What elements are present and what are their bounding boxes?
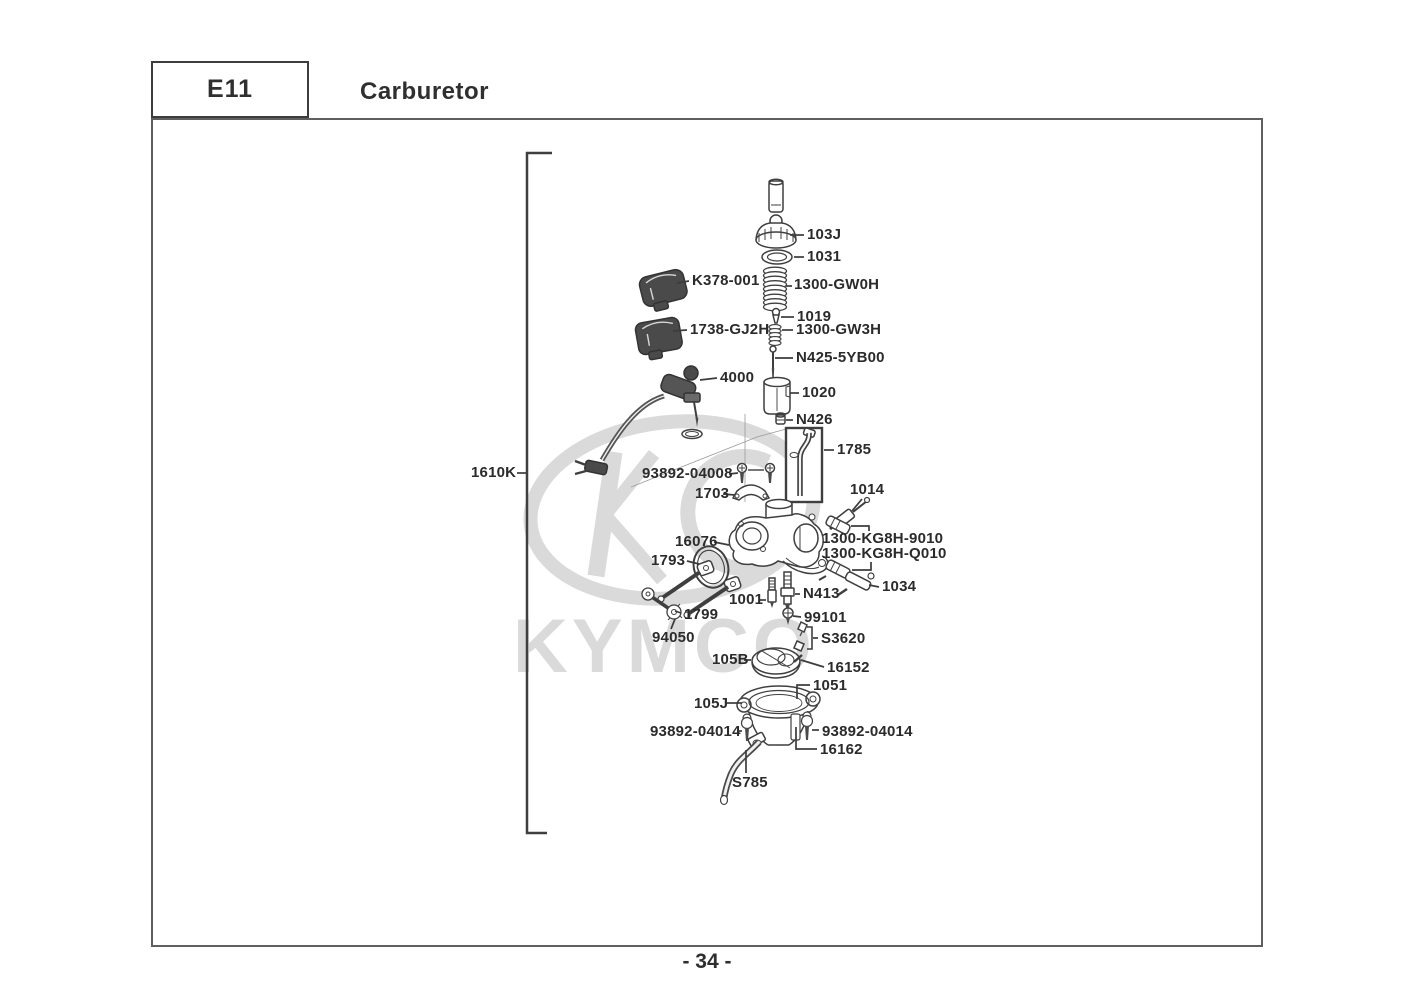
part-4000-cable-drawing: [574, 365, 703, 476]
leader-line-1738-gj2h-6: [672, 329, 688, 332]
part-1019-drawing: [771, 307, 781, 324]
part-103j-cap-drawing: [755, 214, 797, 249]
leader-line-k378-001-2: [676, 280, 690, 284]
leader-line-16076-16: [713, 541, 730, 546]
section-code: E11: [206, 75, 254, 103]
part-1703-strap-drawing: [731, 484, 771, 501]
part-1785-tube-drawing: [784, 426, 824, 504]
diagram-frame: [151, 118, 1263, 947]
leader-line-16152-28: [800, 659, 825, 668]
section-code-box: E11: [151, 61, 309, 118]
part-s785-tube-drawing: [719, 739, 762, 806]
part-1034-screw-drawing: [837, 571, 875, 597]
part-screws-04008-drawing: [736, 462, 776, 483]
page-number: - 34 -: [682, 950, 732, 973]
leader-line-1799-24: [674, 610, 682, 614]
leader-line-99101-23: [792, 615, 802, 618]
leader-line-1051-29: [796, 684, 810, 699]
part-1031-oring-drawing: [761, 249, 793, 265]
watermark-text: KYMCO: [513, 604, 816, 689]
leader-line-4000-8: [699, 377, 718, 381]
part-1020-slide-drawing: [763, 376, 791, 415]
leader-line-16162-33: [795, 727, 817, 750]
carburetor-body-drawing: [728, 498, 829, 575]
part-screws-04014-drawing: [740, 711, 814, 741]
leader-line-93892-04008-13: [728, 472, 739, 475]
part-n426-clip-drawing: [775, 412, 786, 425]
part-105b-float-drawing: [751, 647, 801, 679]
leader-line-1300-kg8h-9010-17: [851, 525, 870, 531]
leader-line-1793-19: [686, 560, 700, 565]
part-1793-drawing: [657, 560, 742, 619]
part-s3620-clips-drawing: [793, 620, 813, 652]
part-spring-gw3h-drawing: [768, 324, 782, 346]
leader-line-1300-kg8h-q010-18: [852, 562, 872, 571]
leader-line-94050-25: [670, 618, 676, 630]
leader-line-1014-15: [851, 498, 863, 512]
cable-adjuster-drawing: [768, 178, 784, 213]
part-spring-gw0h-drawing: [762, 266, 788, 312]
part-1799-94050-drawing: [641, 587, 683, 621]
part-jet-9010-drawing: [825, 515, 851, 535]
part-jet-q010-drawing: [818, 559, 851, 581]
group-bracket: [525, 151, 552, 835]
part-1001-jet-drawing: [767, 577, 777, 608]
leader-line-1703-14: [722, 493, 736, 496]
leader-line-1034-20: [868, 584, 880, 588]
part-1738-boot-drawing: [634, 316, 683, 361]
part-99101-screw-drawing: [782, 607, 794, 625]
part-16152-pin-drawing: [793, 654, 803, 663]
part-k378-boot-drawing: [638, 268, 688, 312]
leader-lines: [517, 234, 880, 773]
page-title: Carburetor: [360, 78, 490, 105]
